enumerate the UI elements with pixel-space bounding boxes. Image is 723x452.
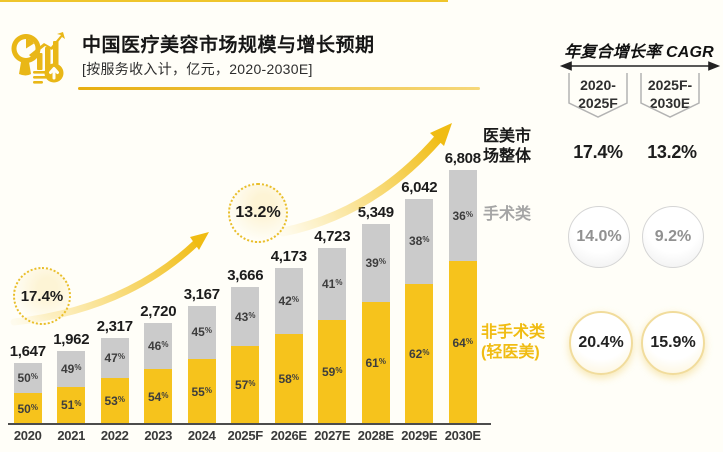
x-axis-label-2024: 2024 — [187, 428, 216, 443]
header-divider — [78, 87, 480, 90]
cagr-surgical-value-1: 14.0% — [568, 206, 630, 268]
bar-column-2020: 1,647 50% 50% — [6, 343, 50, 424]
bar-segment-nonsurgical: 58% — [274, 333, 303, 424]
cagr-overall-value-2: 13.2% — [647, 142, 697, 162]
stacked-bar: 39% 61% — [361, 224, 390, 424]
bar-total-label: 1,647 — [9, 342, 46, 360]
stacked-bar: 43% 57% — [231, 287, 260, 424]
bar-segment-surgical: 42% — [274, 268, 303, 334]
bar-column-2028E: 5,349 39% 61% — [354, 204, 398, 424]
bar-segment-surgical: 49% — [57, 350, 86, 387]
bar-segment-surgical: 36% — [448, 170, 477, 262]
stacked-bar: 50% 50% — [13, 362, 42, 424]
double-arrow — [559, 61, 721, 71]
bar-segment-nonsurgical: 53% — [100, 378, 129, 424]
bar-column-2023: 2,720 46% 54% — [137, 303, 181, 424]
cagr-annotation-2020-2025: 17.4% — [13, 267, 71, 325]
bar-segment-nonsurgical: 59% — [318, 320, 347, 424]
bar-column-2030E: 6,808 36% 64% — [441, 150, 485, 424]
cagr-nonsurgical-value-1: 20.4% — [569, 311, 633, 375]
bar-total-label: 5,349 — [357, 204, 394, 222]
cagr-overall-value-1: 17.4% — [573, 142, 623, 162]
cagr-nonsurgical-value-2: 15.9% — [641, 311, 705, 375]
bar-segment-surgical: 38% — [405, 198, 434, 285]
page-subtitle: [按服务收入计，亿元，2020-2030E] — [82, 61, 313, 77]
legend-surgical: 手术类 — [483, 206, 532, 223]
bar-column-2024: 3,167 45% 55% — [180, 286, 224, 424]
bar-total-label: 2,317 — [96, 317, 133, 335]
cagr-period-1: 2020- 2025F — [578, 77, 618, 112]
stacked-bar: 41% 59% — [318, 247, 347, 424]
bar-total-label: 6,042 — [401, 178, 438, 196]
bar-segment-nonsurgical: 57% — [231, 346, 260, 424]
bar-total-label: 4,173 — [270, 248, 307, 266]
bar-column-2026E: 4,173 42% 58% — [267, 248, 311, 424]
x-axis-label-2020: 2020 — [13, 428, 42, 443]
bar-segment-surgical: 47% — [100, 337, 129, 379]
bar-column-2025F: 3,666 43% 57% — [224, 267, 268, 424]
bar-column-2027E: 4,723 41% 59% — [311, 228, 355, 424]
stacked-bar: 38% 62% — [405, 198, 434, 424]
x-axis-line — [8, 423, 491, 425]
bar-segment-nonsurgical: 64% — [448, 261, 477, 424]
cagr-panel-title: 年复合增长率 CAGR — [564, 44, 714, 61]
bar-segment-nonsurgical: 61% — [361, 302, 390, 424]
bar-total-label: 6,808 — [444, 150, 481, 168]
bar-total-label: 3,167 — [183, 285, 220, 303]
cagr-period-2: 2025F- 2030E — [647, 77, 693, 112]
stacked-bar: 47% 53% — [100, 337, 129, 424]
bar-segment-surgical: 46% — [144, 322, 173, 370]
top-accent-line — [0, 0, 448, 2]
stacked-bar: 36% 64% — [448, 170, 477, 424]
bar-segment-nonsurgical: 62% — [405, 284, 434, 424]
bar-segment-surgical: 41% — [318, 247, 347, 321]
bar-total-label: 1,962 — [53, 330, 90, 348]
x-axis-labels: 2020 2021 2022 2023 2024 2025F 2026E 2027E 2028E… — [6, 428, 488, 446]
x-axis-label-2023: 2023 — [144, 428, 173, 443]
bar-column-2021: 1,962 49% 51% — [50, 331, 94, 424]
page-title: 中国医疗美容市场规模与增长预期 — [82, 35, 375, 56]
bar-column-2022: 2,317 47% 53% — [93, 318, 137, 424]
stacked-bar: 46% 54% — [144, 322, 173, 424]
legend-total-market: 医美市 场整体 — [483, 128, 532, 165]
bar-segment-nonsurgical: 51% — [57, 386, 86, 424]
x-axis-label-2021: 2021 — [57, 428, 86, 443]
bar-segment-surgical: 45% — [187, 305, 216, 360]
bar-total-label: 4,723 — [314, 227, 351, 245]
bar-segment-surgical: 50% — [13, 362, 42, 394]
stacked-bar-chart: 1,647 50% 50% 1,962 49% 51% 2,317 47% 53% 2,720 46… — [6, 140, 488, 424]
bar-total-label: 3,666 — [227, 267, 264, 285]
stacked-bar: 49% 51% — [57, 350, 86, 424]
bar-total-label: 2,720 — [140, 302, 177, 320]
bar-segment-nonsurgical: 54% — [144, 369, 173, 424]
bar-segment-nonsurgical: 55% — [187, 359, 216, 424]
cagr-annotation-2025-2030: 13.2% — [228, 183, 288, 243]
x-axis-label-2025F: 2025F — [227, 428, 264, 443]
x-axis-label-2030E: 2030E — [444, 428, 481, 443]
cagr-surgical-value-2: 9.2% — [642, 206, 704, 268]
stacked-bar: 45% 55% — [187, 305, 216, 424]
bar-segment-surgical: 43% — [231, 287, 260, 347]
bar-segment-nonsurgical: 50% — [13, 393, 42, 424]
x-axis-label-2027E: 2027E — [314, 428, 351, 443]
bar-column-2029E: 6,042 38% 62% — [398, 179, 442, 424]
stacked-bar: 42% 58% — [274, 268, 303, 424]
chart-magnifier-icon — [6, 26, 72, 92]
bar-segment-surgical: 39% — [361, 224, 390, 303]
x-axis-label-2022: 2022 — [100, 428, 129, 443]
legend-nonsurgical: 非手术类 (轻医美) — [481, 324, 546, 361]
x-axis-label-2026E: 2026E — [270, 428, 307, 443]
x-axis-label-2028E: 2028E — [357, 428, 394, 443]
x-axis-label-2029E: 2029E — [401, 428, 438, 443]
